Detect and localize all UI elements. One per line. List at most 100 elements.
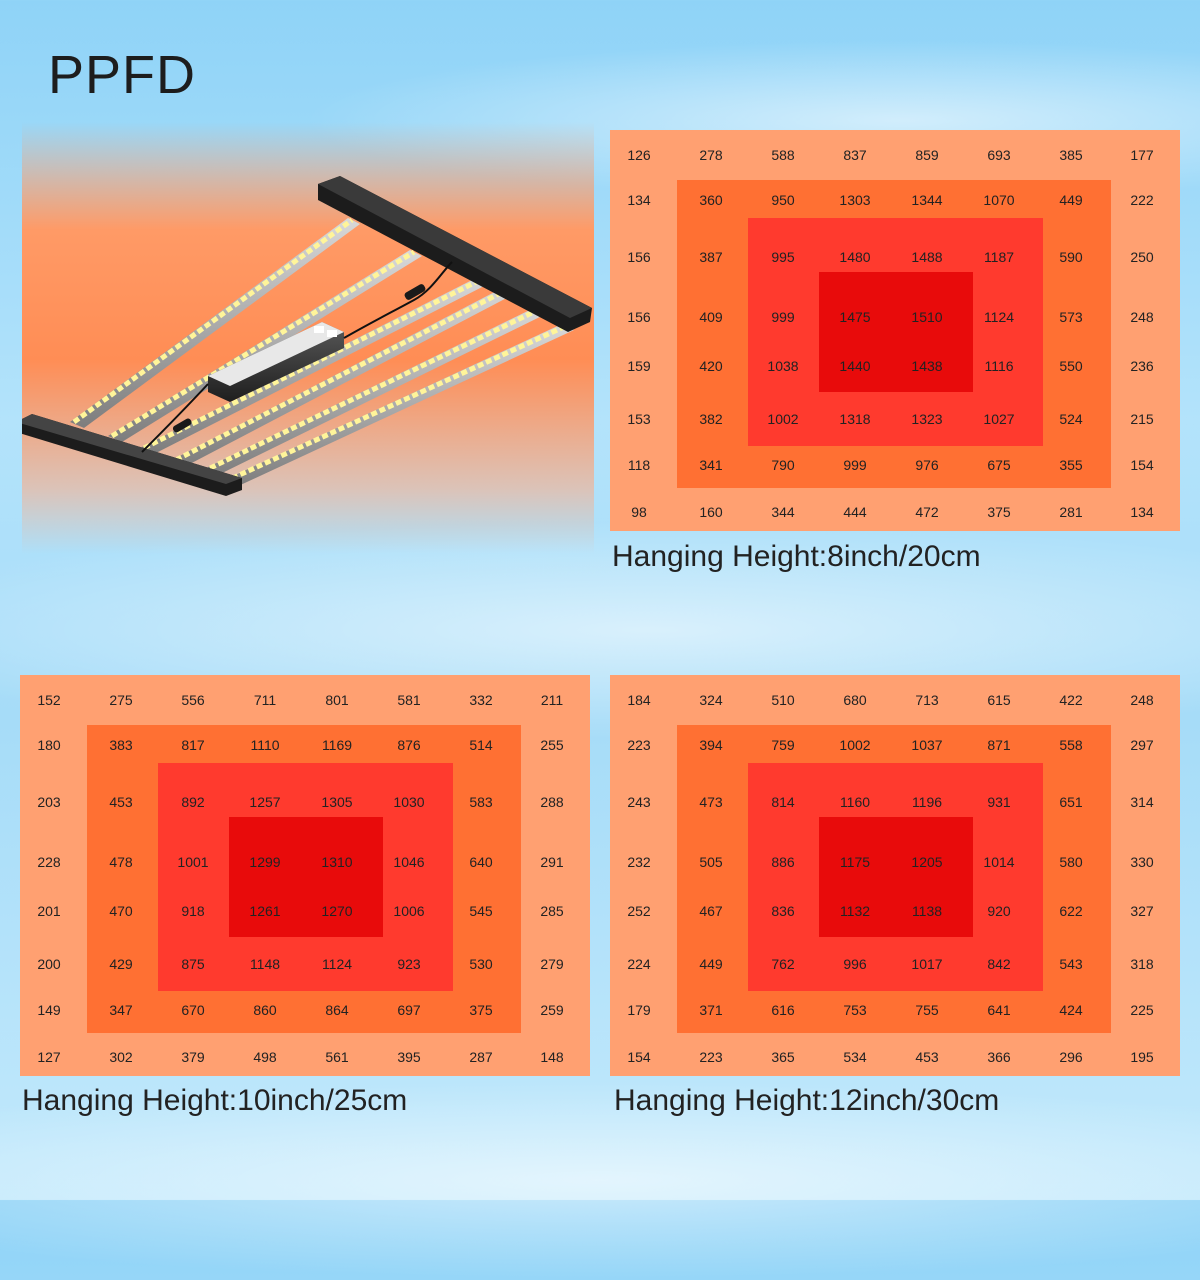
ppfd-value: 156 [627, 249, 651, 265]
ppfd-value: 383 [109, 737, 133, 753]
ppfd-value: 330 [1130, 854, 1154, 870]
ppfd-value: 920 [987, 903, 1011, 919]
intensity-zone-3 [819, 817, 973, 937]
ppfd-value: 154 [1130, 457, 1154, 473]
ppfd-value: 1124 [983, 309, 1015, 325]
ppfd-value: 1027 [983, 411, 1015, 427]
ppfd-value: 177 [1130, 147, 1154, 163]
ppfd-value: 864 [325, 1002, 349, 1018]
ppfd-value: 755 [915, 1002, 939, 1018]
ppfd-value: 429 [109, 956, 133, 972]
ppfd-value: 288 [540, 794, 564, 810]
ppfd-value: 281 [1059, 504, 1083, 520]
ppfd-value: 278 [699, 147, 723, 163]
ppfd-value: 324 [699, 692, 723, 708]
ppfd-value: 201 [37, 903, 61, 919]
ppfd-value: 1124 [321, 956, 353, 972]
ppfd-value: 581 [397, 692, 421, 708]
ppfd-value: 976 [915, 457, 939, 473]
ppfd-value: 159 [627, 358, 651, 374]
ppfd-value: 394 [699, 737, 723, 753]
ppfd-value: 1132 [839, 903, 871, 919]
ppfd-value: 1318 [839, 411, 871, 427]
ppfd-value: 1305 [321, 794, 353, 810]
ppfd-value: 543 [1059, 956, 1083, 972]
ppfd-value: 118 [627, 457, 651, 473]
ppfd-value: 711 [253, 692, 277, 708]
ppfd-value: 1257 [249, 794, 281, 810]
ppfd-value: 1270 [321, 903, 353, 919]
ppfd-value: 651 [1059, 794, 1083, 810]
ppfd-value: 259 [540, 1002, 564, 1018]
ppfd-value: 203 [37, 794, 61, 810]
ppfd-value: 222 [1130, 192, 1154, 208]
ppfd-value: 327 [1130, 903, 1154, 919]
ppfd-value: 1002 [839, 737, 871, 753]
ppfd-value: 375 [469, 1002, 493, 1018]
ppfd-value: 859 [915, 147, 939, 163]
ppfd-value: 248 [1130, 692, 1154, 708]
ppfd-value: 200 [37, 956, 61, 972]
ppfd-grid-12inch: 184 324 510 680 713 615 422 248 223 394 759 1002 103… [610, 675, 1180, 1076]
ppfd-value: 1475 [839, 309, 871, 325]
ppfd-value: 332 [469, 692, 493, 708]
ppfd-value: 478 [109, 854, 133, 870]
ppfd-value: 510 [771, 692, 795, 708]
ppfd-value: 842 [987, 956, 1011, 972]
ppfd-value: 156 [627, 309, 651, 325]
ppfd-value: 296 [1059, 1049, 1083, 1065]
ppfd-value: 1006 [393, 903, 425, 919]
ppfd-value: 470 [109, 903, 133, 919]
ppfd-value: 753 [843, 1002, 867, 1018]
ppfd-value: 590 [1059, 249, 1083, 265]
ppfd-value: 148 [540, 1049, 564, 1065]
ppfd-value: 558 [1059, 737, 1083, 753]
ppfd-value: 1030 [393, 794, 425, 810]
ppfd-value: 422 [1059, 692, 1083, 708]
page-title: PPFD [48, 45, 197, 105]
ppfd-grid-10inch: 152 275 556 711 801 581 332 211 180 383 817 1110 116… [20, 675, 590, 1076]
ppfd-value: 1438 [911, 358, 943, 374]
ppfd-value: 152 [37, 692, 61, 708]
ppfd-value: 382 [699, 411, 723, 427]
ppfd-value: 341 [699, 457, 723, 473]
ppfd-value: 556 [181, 692, 205, 708]
ppfd-value: 1303 [839, 192, 871, 208]
ppfd-value: 347 [109, 1002, 133, 1018]
ppfd-value: 223 [699, 1049, 723, 1065]
ppfd-value: 801 [325, 692, 349, 708]
ppfd-value: 154 [627, 1049, 651, 1065]
ppfd-value: 923 [397, 956, 421, 972]
ppfd-value: 424 [1059, 1002, 1083, 1018]
ppfd-value: 498 [253, 1049, 277, 1065]
ppfd-value: 1002 [767, 411, 799, 427]
ppfd-value: 836 [771, 903, 795, 919]
ppfd-value: 379 [181, 1049, 205, 1065]
intensity-zone-3 [229, 817, 383, 937]
ppfd-value: 252 [627, 903, 651, 919]
ppfd-value: 153 [627, 411, 651, 427]
ppfd-value: 385 [1059, 147, 1083, 163]
ppfd-value: 1488 [911, 249, 943, 265]
ppfd-value: 999 [843, 457, 867, 473]
ppfd-value: 225 [1130, 1002, 1154, 1018]
ppfd-value: 1110 [250, 737, 280, 753]
ppfd-value: 588 [771, 147, 795, 163]
ppfd-value: 184 [627, 692, 651, 708]
ppfd-value: 871 [987, 737, 1011, 753]
ppfd-value: 759 [771, 737, 795, 753]
ppfd-value: 561 [325, 1049, 349, 1065]
ppfd-value: 534 [843, 1049, 867, 1065]
ppfd-value: 876 [397, 737, 421, 753]
ppfd-value: 453 [109, 794, 133, 810]
ppfd-value: 1480 [839, 249, 871, 265]
ppfd-value: 524 [1059, 411, 1083, 427]
ppfd-value: 375 [987, 504, 1011, 520]
caption-8inch: Hanging Height:8inch/20cm [612, 540, 981, 573]
ppfd-value: 641 [987, 1002, 1011, 1018]
ppfd-value: 472 [915, 504, 939, 520]
ppfd-value: 232 [627, 854, 651, 870]
ppfd-value: 530 [469, 956, 493, 972]
ppfd-value: 1261 [249, 903, 281, 919]
ppfd-value: 886 [771, 854, 795, 870]
